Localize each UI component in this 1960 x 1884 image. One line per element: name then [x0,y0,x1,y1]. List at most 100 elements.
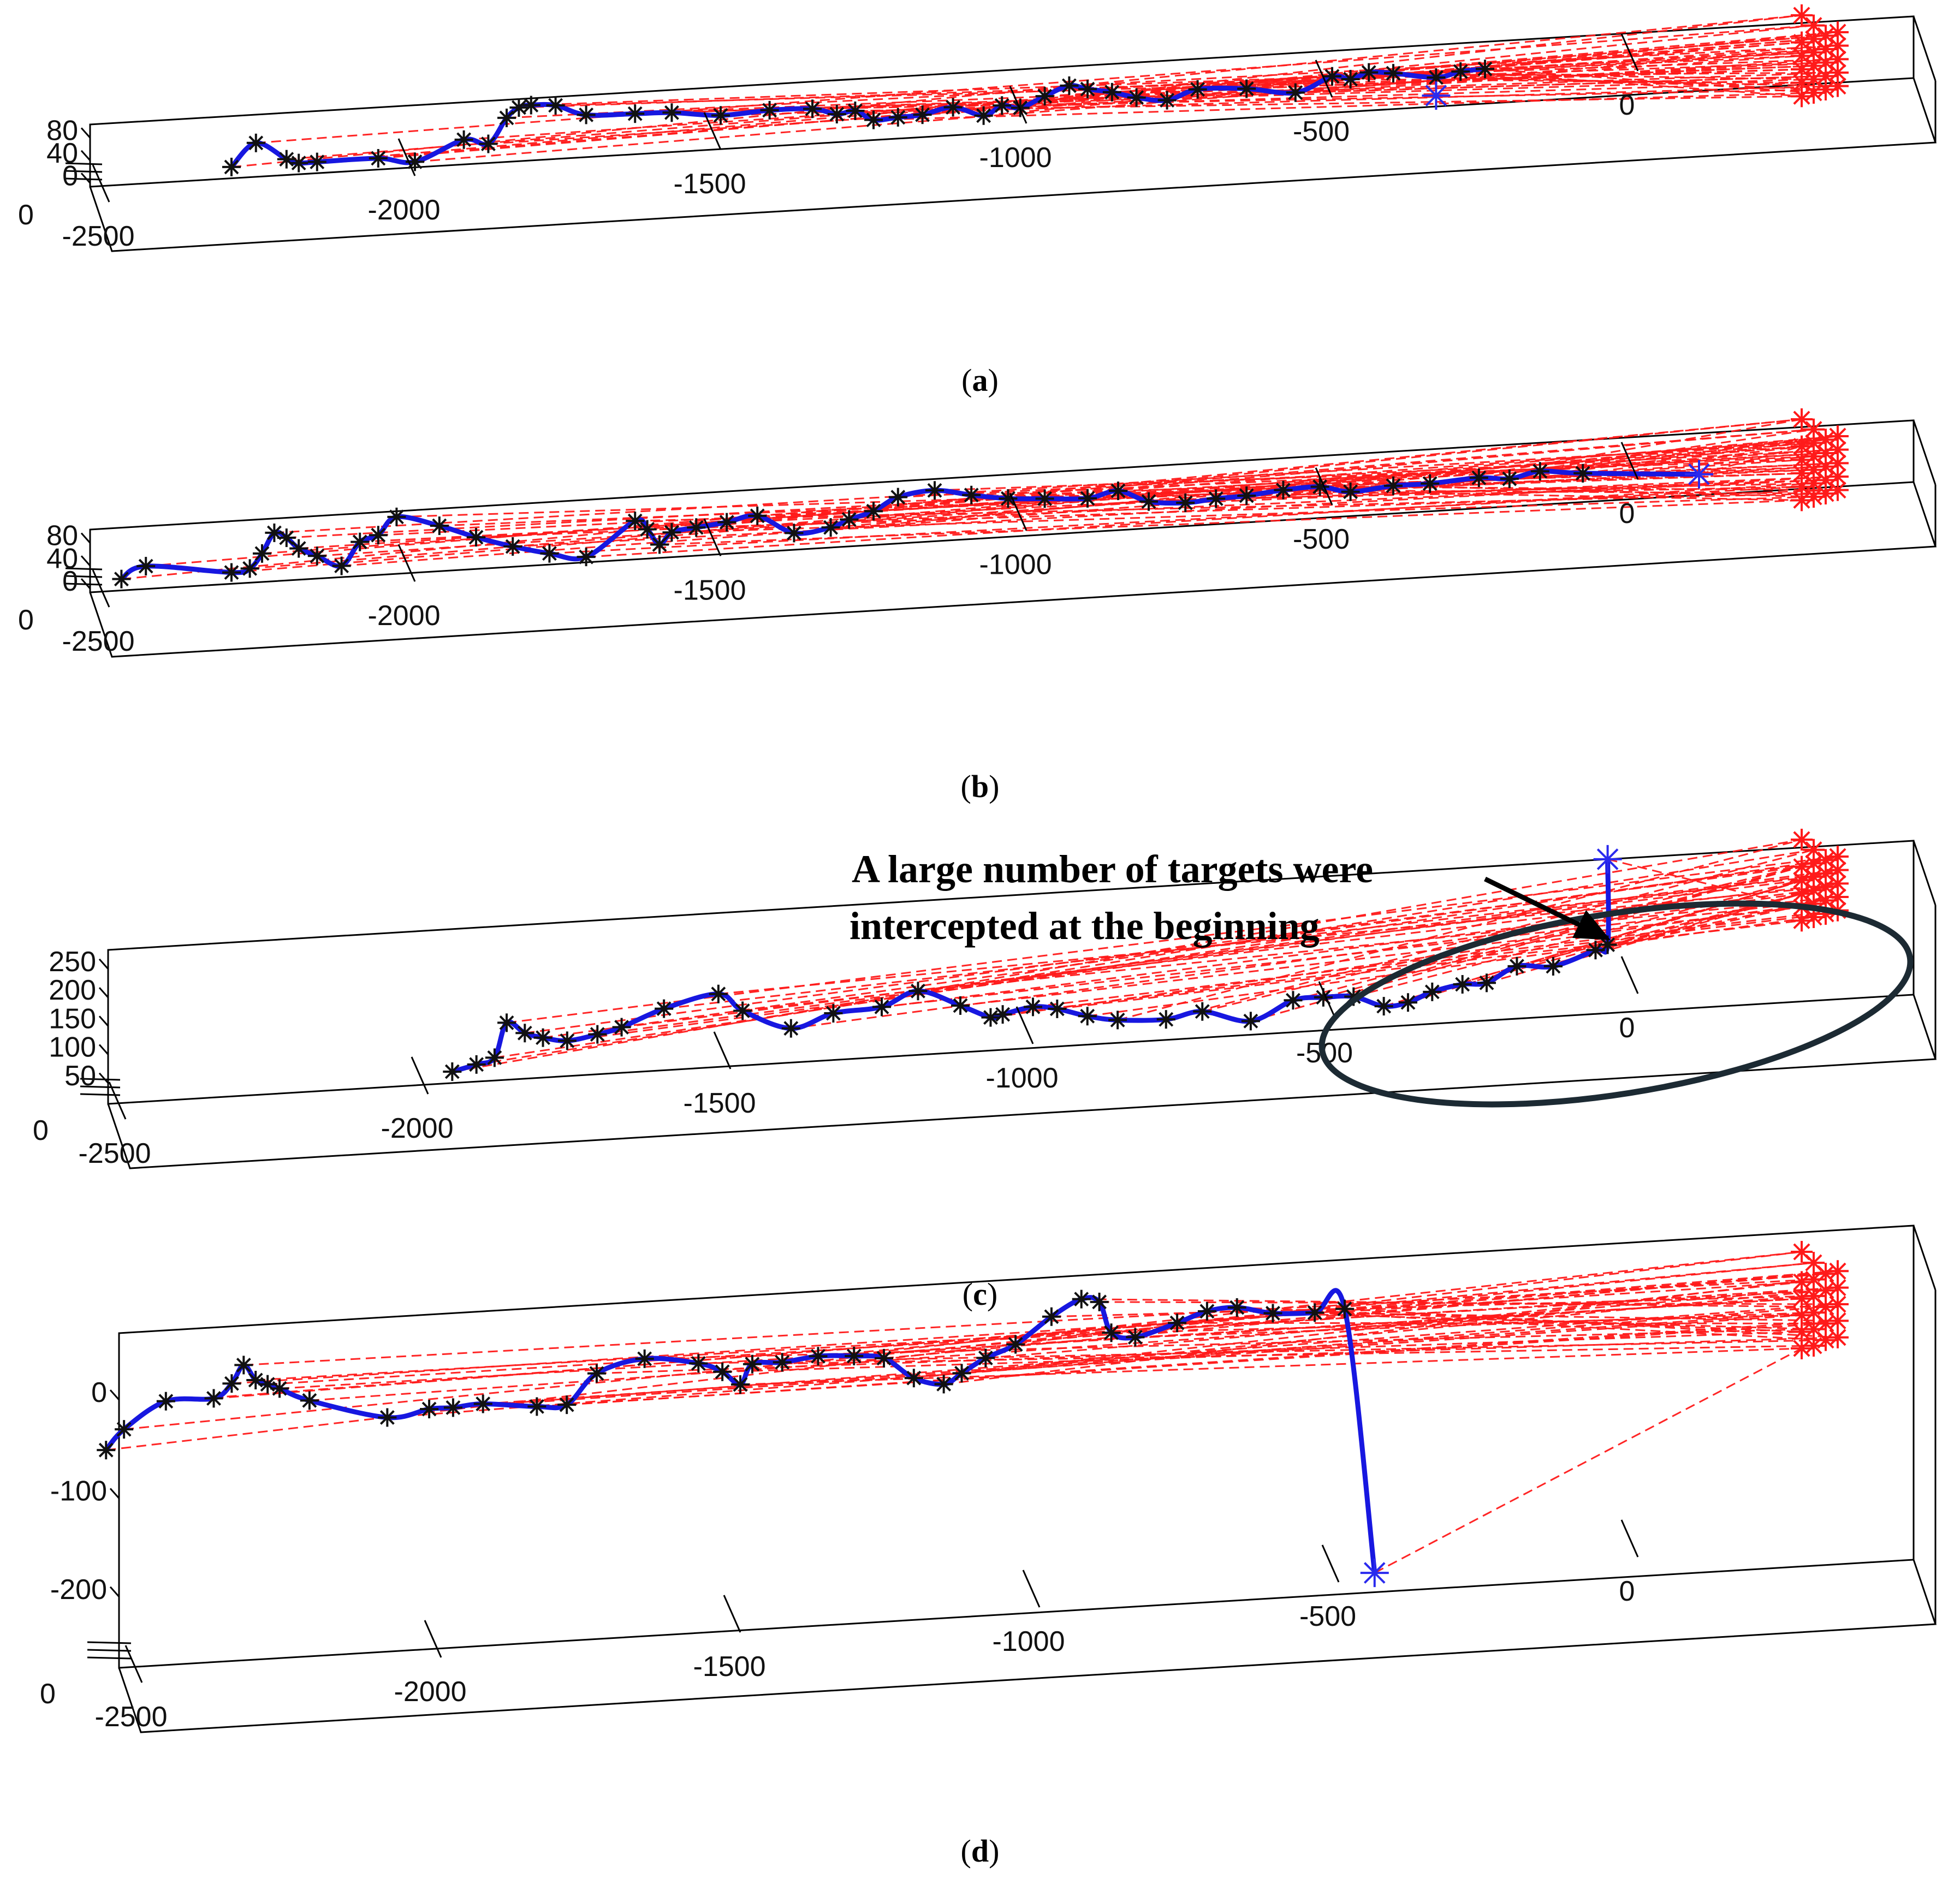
z-tick-mark [80,578,91,590]
z-tick-mark [98,1072,109,1084]
y-axis-tick [65,162,103,165]
target-link [1393,485,1814,498]
z-tick-label: -200 [50,1574,107,1606]
waypoint-marker [1453,975,1472,994]
waypoint-marker [999,489,1018,508]
target-link [452,839,1802,1073]
waypoint-marker [378,1408,397,1427]
x-tick-mark [703,518,722,557]
waypoint-marker [974,106,993,125]
target-marker [1827,886,1849,908]
target-marker [1827,48,1849,70]
target-link [549,486,1802,555]
target-link [1099,1301,1838,1305]
waypoint-marker [307,152,326,171]
x-tick-label: -2000 [394,1676,467,1708]
target-link [1484,68,1814,94]
target-marker [1827,1276,1849,1299]
z-tick-mark [109,1488,120,1499]
target-link [644,1328,1814,1360]
target-link [1112,51,1814,93]
target-link [727,429,1814,524]
target-link [567,1320,1838,1406]
target-link [1607,896,1838,946]
waypoint-marker [1341,482,1360,501]
target-link [1350,78,1802,84]
waypoint-marker [443,1062,462,1081]
target-marker [1827,846,1849,867]
waypoint-marker [626,104,645,123]
waypoint-marker [369,526,388,545]
waypoint-marker [467,1055,486,1074]
target-link [146,429,1814,567]
x-tick-label: -2500 [95,1701,168,1733]
waypoint-marker [809,1347,828,1366]
z-tick-label: 0 [62,566,78,597]
waypoint-marker [1078,1007,1097,1026]
x-tick-mark [108,1081,127,1120]
x-tick-mark [1022,1570,1041,1608]
target-marker [1827,859,1849,881]
target-link [1478,429,1814,479]
waypoint-marker [888,488,907,507]
waypoint-marker [277,528,296,548]
waypoint-marker [454,130,473,149]
target-marker [1791,489,1813,512]
x-tick-mark [397,138,416,176]
target-marker [1803,486,1825,508]
x-tick-mark [397,544,416,582]
waypoint-marker [1398,993,1417,1012]
y-axis-tick [80,1093,121,1096]
waypoint-marker [1423,982,1442,1001]
waypoint-marker [246,133,265,152]
waypoint-marker [509,98,528,117]
waypoint-marker [1335,1299,1354,1318]
waypoint-marker [1197,1301,1216,1321]
target-link [898,14,1802,118]
waypoint-marker [497,108,516,127]
waypoint-marker [1305,1303,1325,1322]
target-marker [1803,82,1825,104]
target-link [1429,418,1802,485]
target-link [286,452,1826,539]
y-tick-label: 0 [18,604,34,636]
panel-c: -2500-2000-1500-1000-5000050100150200250… [33,829,1937,1312]
waypoint-marker [1359,63,1379,82]
waypoint-marker [479,134,498,153]
waypoint-marker [662,523,681,542]
waypoint-marker [1188,80,1207,99]
waypoint-marker [1543,957,1563,976]
waypoint-marker [277,150,296,169]
z-tick-mark [98,958,109,970]
start-marker [1360,1559,1389,1588]
waypoint-marker [204,1389,223,1408]
waypoint-marker [1227,1298,1246,1317]
target-link [1350,491,1802,501]
waypoint-marker [420,1400,439,1419]
target-link [782,1251,1802,1363]
x-tick-mark [124,1645,143,1683]
waypoint-marker [1035,87,1054,106]
right-edge [1913,420,1937,485]
start-marker [1422,81,1451,110]
panel-c-trajectory [443,845,1622,1081]
target-link [1216,486,1802,500]
waypoint-marker [240,559,259,578]
target-link [881,899,1826,1008]
target-link [1207,1310,1838,1322]
waypoint-marker [840,510,859,529]
waypoint-marker [1108,1011,1127,1030]
x-tick-label: -2500 [79,1138,151,1169]
x-tick-label: -500 [1299,1601,1356,1632]
panel-b-target-markers [1791,408,1849,512]
waypoint-marker [1384,476,1403,495]
target-marker [1827,479,1849,501]
z-tick-mark [109,1389,120,1401]
target-link [1698,442,1814,476]
waypoint-marker [588,1025,607,1044]
waypoint-marker [1241,1012,1260,1031]
waypoint-marker [540,544,559,563]
x-tick-label: -1000 [979,549,1052,581]
waypoint-marker [222,1374,241,1393]
